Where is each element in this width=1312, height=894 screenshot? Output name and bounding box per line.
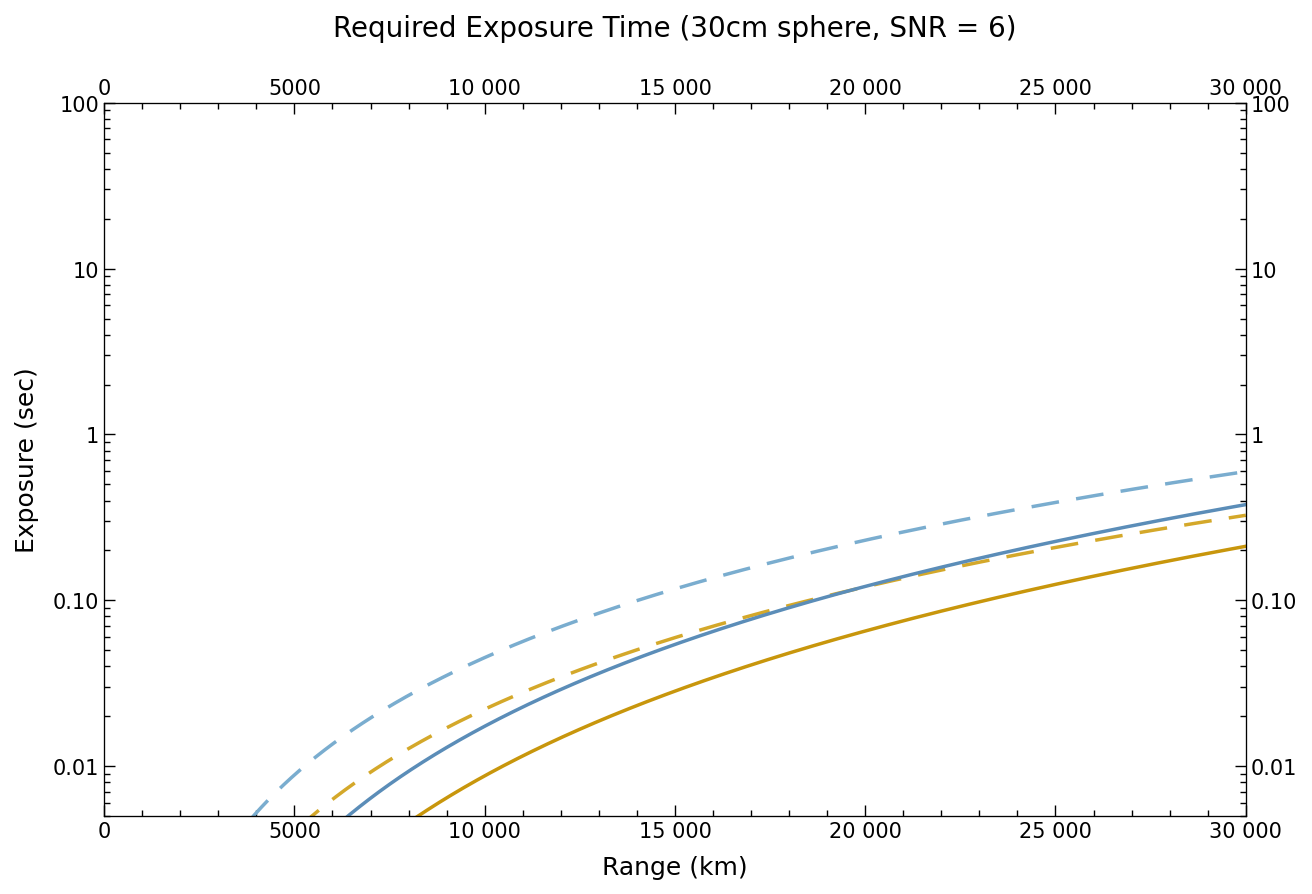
X-axis label: Range (km): Range (km) bbox=[602, 855, 748, 879]
Y-axis label: Exposure (sec): Exposure (sec) bbox=[14, 367, 39, 552]
Title: Required Exposure Time (30cm sphere, SNR = 6): Required Exposure Time (30cm sphere, SNR… bbox=[333, 15, 1017, 43]
